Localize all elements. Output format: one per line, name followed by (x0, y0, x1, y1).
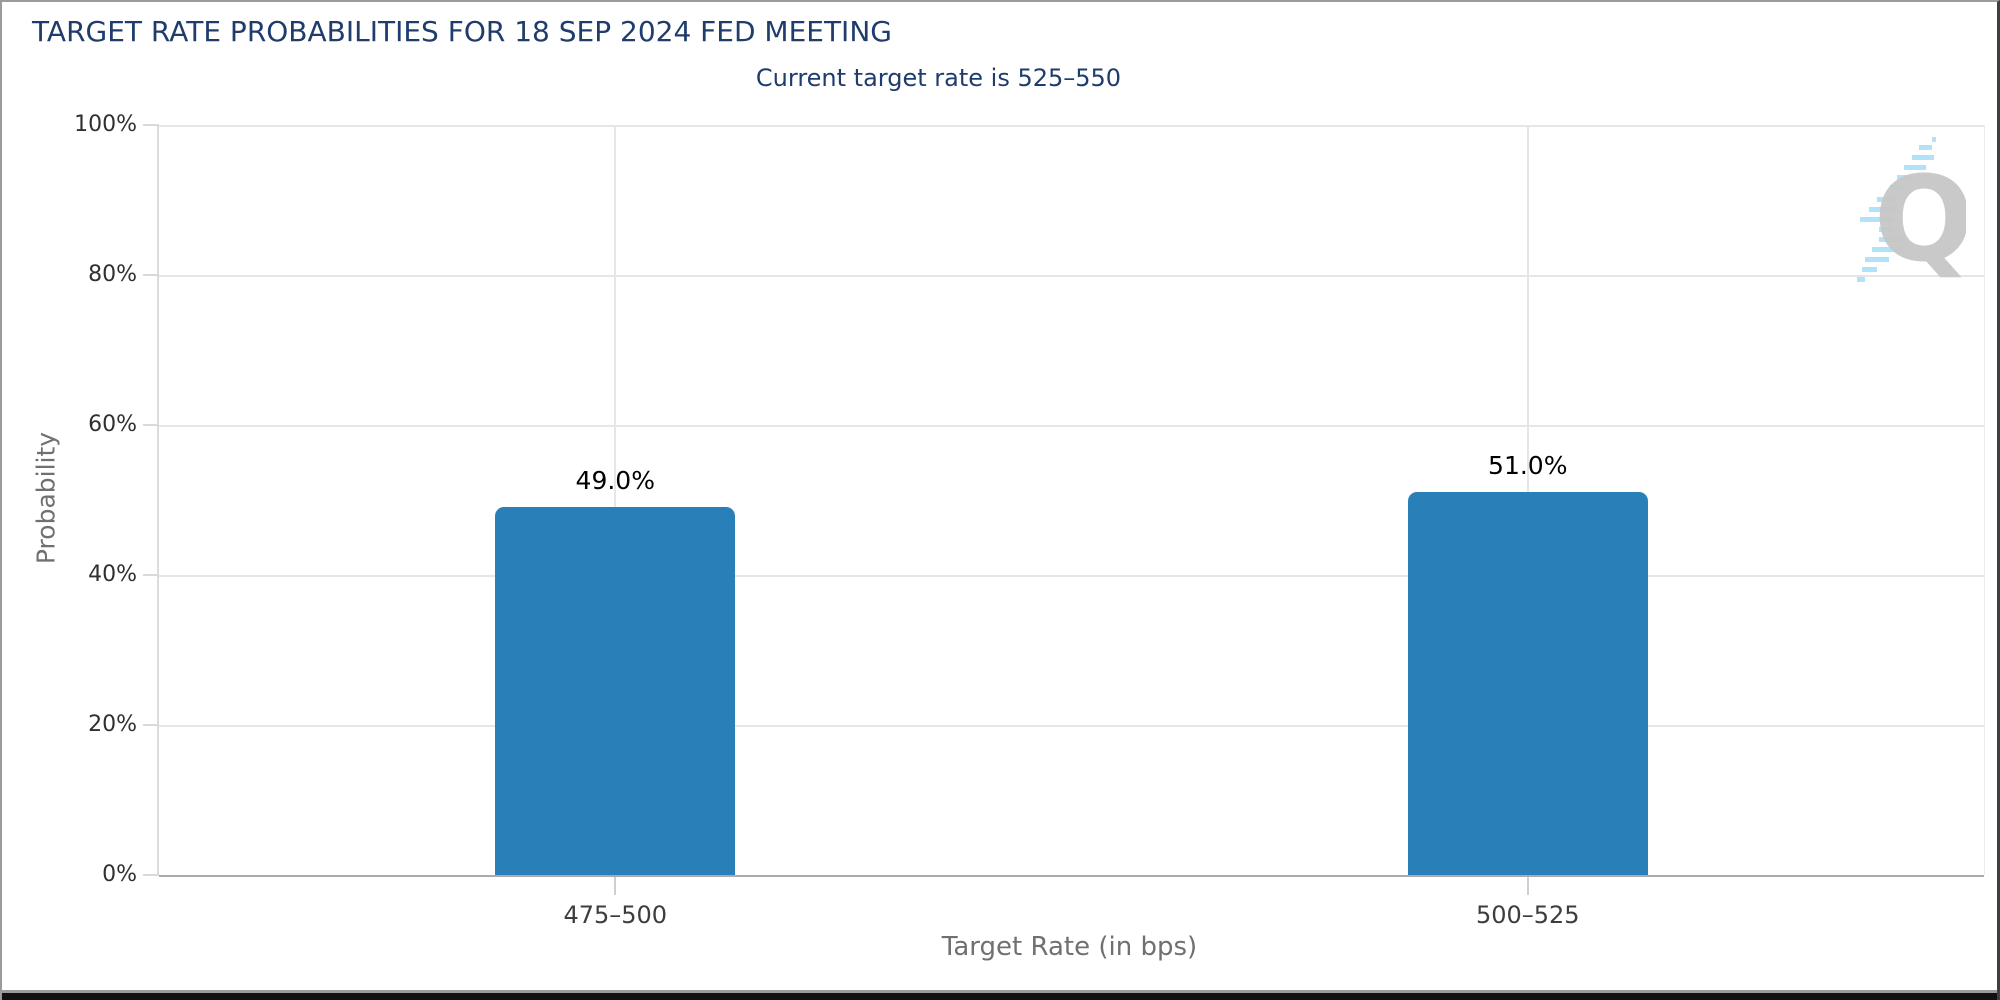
chart-title: TARGET RATE PROBABILITIES FOR 18 SEP 202… (32, 15, 892, 48)
chart-subtitle: Current target rate is 525–550 (755, 64, 1122, 92)
x-axis-line (159, 875, 1984, 877)
bar-value-label: 51.0% (1488, 451, 1568, 480)
x-axis-title: Target Rate (in bps) (941, 932, 1198, 962)
watermark-letter: Q (1874, 150, 1966, 284)
category-gridline (614, 125, 617, 875)
y-tick-mark (143, 724, 159, 726)
bar-475–500[interactable] (495, 507, 736, 875)
x-tick-label: 475–500 (563, 901, 668, 929)
plot-area: 0% 20% 40% 60% 80% 100% 49.0% 475–500 51.0% 500–5… (74, 112, 1985, 929)
frame-bottom-gray-line (2, 990, 1997, 993)
y-tick-label: 0% (102, 862, 137, 887)
y-gridline (159, 125, 1984, 127)
x-tick-mark (1526, 875, 1529, 895)
y-tick-label: 20% (88, 712, 137, 737)
y-gridline (159, 425, 1984, 427)
y-gridline (159, 275, 1984, 277)
y-gridline (159, 725, 1984, 727)
y-tick-mark (143, 124, 159, 126)
x-tick-label: 500–525 (1475, 901, 1580, 929)
watermark-dashes (1857, 137, 1936, 282)
y-tick-label: 60% (88, 412, 137, 437)
watermark-q-logo: Q (1857, 137, 1966, 284)
x-tick-mark (614, 875, 617, 895)
y-tick-label: 80% (88, 262, 137, 287)
y-tick-mark (143, 424, 159, 426)
frame-bottom-black-line (2, 993, 1997, 1000)
y-tick-mark (143, 874, 159, 876)
y-gridline (159, 575, 1984, 577)
y-tick-mark (143, 574, 159, 576)
y-tick-label: 100% (74, 112, 137, 137)
y-axis-title: Probability (31, 431, 61, 565)
bar-500–525[interactable] (1407, 492, 1648, 875)
y-tick-label: 40% (88, 562, 137, 587)
y-tick-mark (143, 274, 159, 276)
bar-value-label: 49.0% (575, 466, 655, 495)
